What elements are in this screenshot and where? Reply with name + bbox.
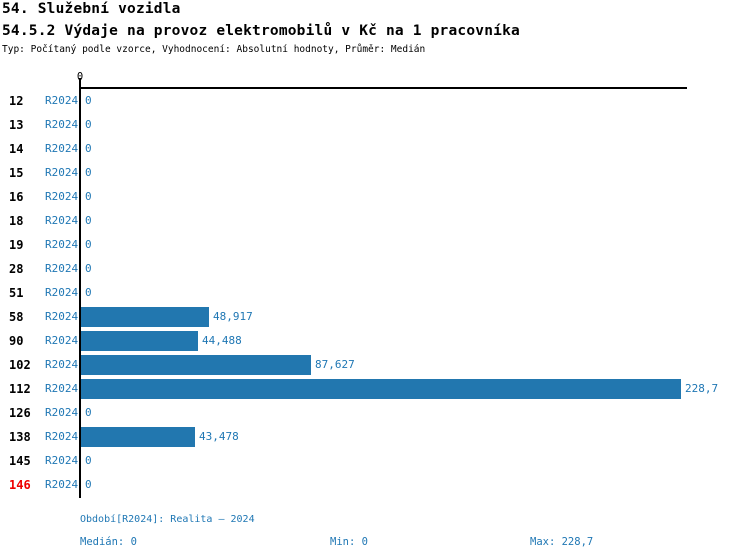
chart-row: 126 R2024 0 [0, 401, 750, 425]
min-stat: Min: 0 [330, 536, 368, 548]
row-series-label: R2024 [45, 430, 79, 443]
row-category-label: 14 [9, 142, 24, 156]
row-category-label: 12 [9, 94, 24, 108]
median-stat: Medián: 0 [80, 536, 137, 548]
bar-value-label: 0 [85, 142, 92, 155]
bar-value-label: 0 [85, 94, 92, 107]
row-series-label: R2024 [45, 406, 79, 419]
bar-value-label: 0 [85, 262, 92, 275]
bar-value-label: 87,627 [315, 358, 355, 371]
row-series-label: R2024 [45, 478, 79, 491]
row-category-label: 145 [9, 454, 31, 468]
bar-value-label: 0 [85, 214, 92, 227]
chart-row: 13 R2024 0 [0, 113, 750, 137]
row-series-label: R2024 [45, 334, 79, 347]
row-category-label: 16 [9, 190, 24, 204]
row-series-label: R2024 [45, 118, 79, 131]
row-category-label: 28 [9, 262, 24, 276]
bar-value-label: 48,917 [213, 310, 253, 323]
x-axis-line [79, 87, 687, 89]
bar-value-label: 0 [85, 166, 92, 179]
chart-row: 28 R2024 0 [0, 257, 750, 281]
row-series-label: R2024 [45, 166, 79, 179]
chart-row: 12 R2024 0 [0, 89, 750, 113]
period-legend: Období[R2024]: Realita – 2024 [80, 514, 255, 525]
row-category-label: 18 [9, 214, 24, 228]
row-category-label: 19 [9, 238, 24, 252]
chart-row: 51 R2024 0 [0, 281, 750, 305]
row-series-label: R2024 [45, 262, 79, 275]
y-axis-line [79, 78, 81, 498]
bar-value-label: 0 [85, 406, 92, 419]
chart-meta-line: Typ: Počítaný podle vzorce, Vyhodnocení:… [2, 44, 426, 55]
bar [81, 427, 195, 447]
bar [81, 379, 681, 399]
chart-row: 102 R2024 87,627 [0, 353, 750, 377]
row-series-label: R2024 [45, 358, 79, 371]
bar-value-label: 0 [85, 118, 92, 131]
bar-value-label: 0 [85, 190, 92, 203]
report-section-title: 54. Služební vozidla [2, 1, 181, 17]
bar-value-label: 44,488 [202, 334, 242, 347]
row-series-label: R2024 [45, 238, 79, 251]
bar [81, 331, 198, 351]
chart-row: 145 R2024 0 [0, 449, 750, 473]
row-category-label: 58 [9, 310, 24, 324]
chart-row: 15 R2024 0 [0, 161, 750, 185]
row-series-label: R2024 [45, 310, 79, 323]
row-series-label: R2024 [45, 454, 79, 467]
bar-value-label: 0 [85, 238, 92, 251]
bar-value-label: 43,478 [199, 430, 239, 443]
row-category-label: 112 [9, 382, 31, 396]
chart-title: 54.5.2 Výdaje na provoz elektromobilů v … [2, 23, 520, 39]
row-series-label: R2024 [45, 94, 79, 107]
x-axis-tick-label: 0 [76, 71, 84, 83]
chart-row: 138 R2024 43,478 [0, 425, 750, 449]
bar-value-label: 0 [85, 478, 92, 491]
row-category-label: 102 [9, 358, 31, 372]
row-category-label: 126 [9, 406, 31, 420]
bar-value-label: 0 [85, 286, 92, 299]
row-category-label: 138 [9, 430, 31, 444]
row-series-label: R2024 [45, 190, 79, 203]
bar [81, 307, 209, 327]
row-series-label: R2024 [45, 382, 79, 395]
chart-row: 146 R2024 0 [0, 473, 750, 497]
row-series-label: R2024 [45, 142, 79, 155]
bar [81, 355, 311, 375]
chart-row: 14 R2024 0 [0, 137, 750, 161]
row-category-label: 13 [9, 118, 24, 132]
chart-row: 16 R2024 0 [0, 185, 750, 209]
row-category-label: 90 [9, 334, 24, 348]
row-series-label: R2024 [45, 286, 79, 299]
bar-value-label: 228,7 [685, 382, 719, 395]
chart-row: 90 R2024 44,488 [0, 329, 750, 353]
row-category-label: 146 [9, 478, 31, 492]
chart-row: 19 R2024 0 [0, 233, 750, 257]
row-category-label: 15 [9, 166, 24, 180]
bar-value-label: 0 [85, 454, 92, 467]
row-category-label: 51 [9, 286, 24, 300]
chart-row: 112 R2024 228,7 [0, 377, 750, 401]
row-series-label: R2024 [45, 214, 79, 227]
max-stat: Max: 228,7 [530, 536, 594, 548]
chart-row: 18 R2024 0 [0, 209, 750, 233]
chart-row: 58 R2024 48,917 [0, 305, 750, 329]
